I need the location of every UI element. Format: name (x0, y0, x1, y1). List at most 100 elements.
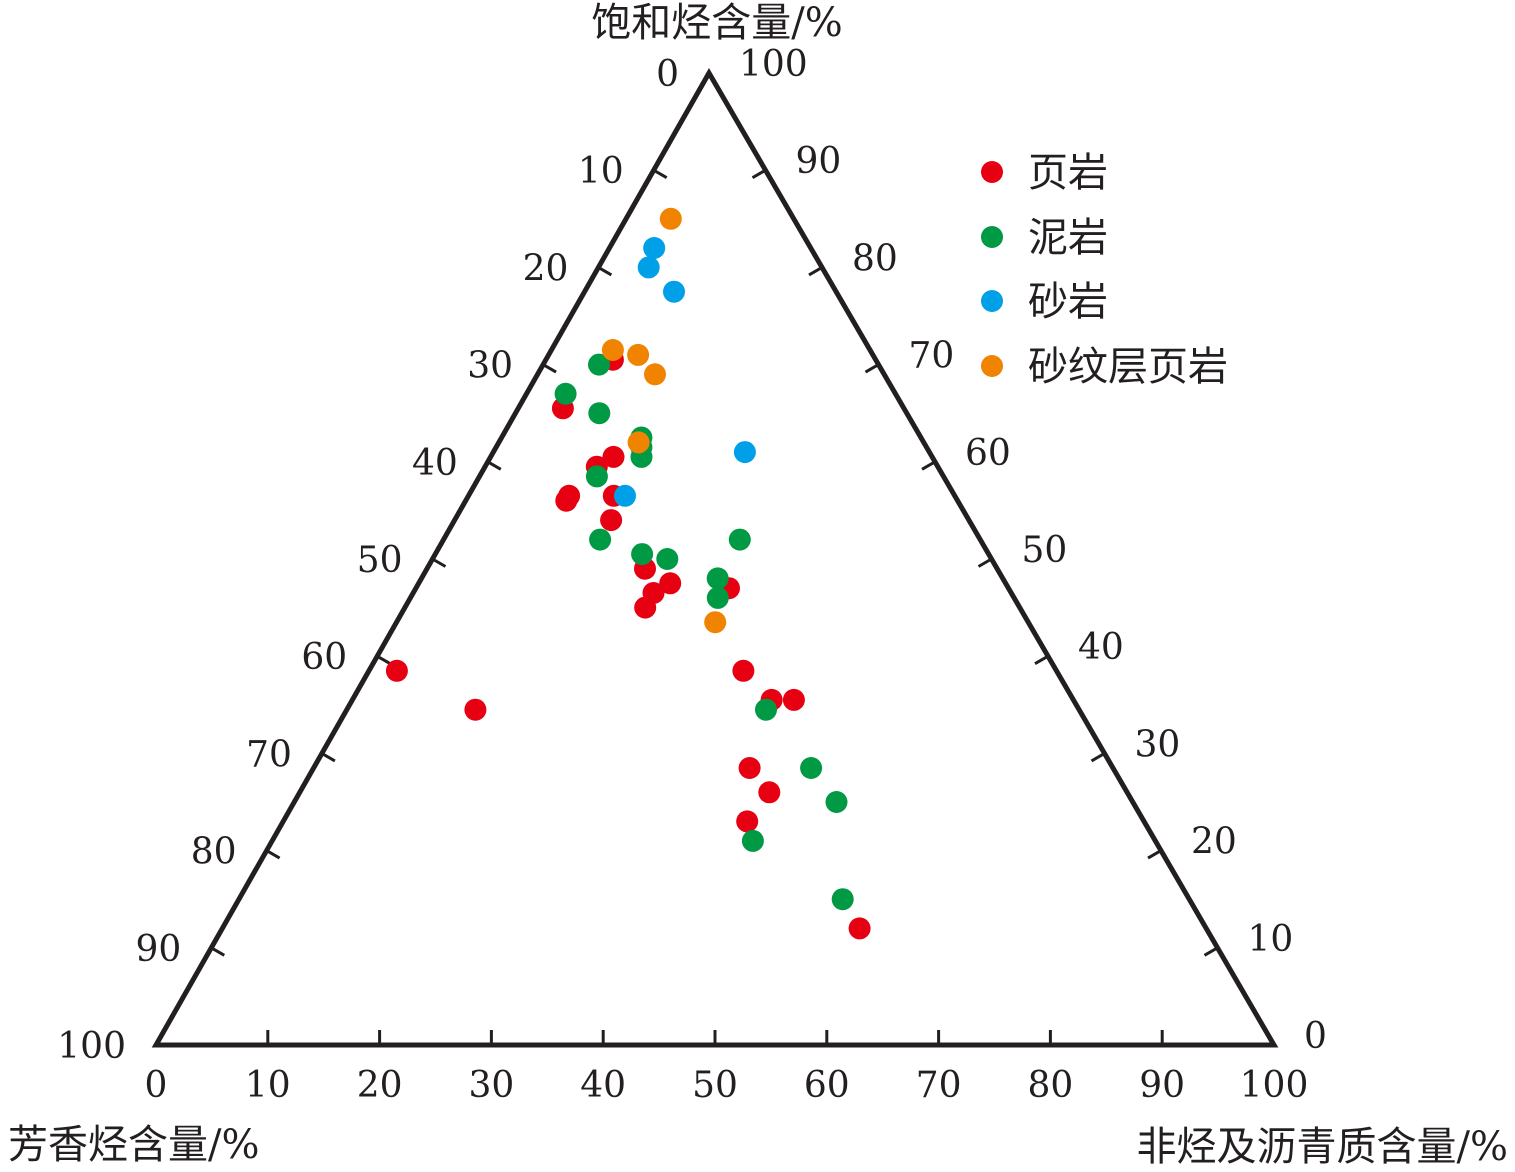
data-point (464, 698, 487, 721)
tick-label-left: 100 (57, 1026, 126, 1067)
data-point (627, 431, 650, 454)
data-point (800, 757, 823, 779)
data-point (385, 659, 408, 682)
legend-marker (981, 226, 1003, 248)
tick-label-right: 50 (1022, 530, 1068, 571)
data-point (706, 567, 729, 590)
legend-marker (981, 355, 1003, 377)
tick-right (1090, 752, 1106, 763)
tick-right (977, 557, 993, 568)
tick-label-bottom: 70 (916, 1065, 962, 1106)
tick-left (321, 752, 336, 763)
data-point (631, 543, 654, 566)
tick-right (1147, 849, 1162, 860)
axis-title-left: 芳香烃含量/% (8, 1122, 259, 1168)
data-point (733, 441, 756, 464)
tick-label-right: 20 (1191, 822, 1237, 863)
data-point (736, 810, 759, 833)
data-points (385, 207, 871, 940)
data-point (558, 484, 581, 507)
data-point (614, 484, 636, 507)
data-point (585, 465, 608, 488)
tick-label-bottom: 100 (1240, 1065, 1309, 1106)
tick-labels: 0 0 0 10 10 10 20 20 20 30 30 30 40 40 40 50 50 50 60 60 60 7… (57, 44, 1327, 1106)
tick-label-bottom: 50 (692, 1065, 738, 1106)
tick-label-right: 80 (852, 238, 898, 279)
tick-label-left: 50 (357, 540, 403, 581)
legend-marker (981, 161, 1003, 183)
legend-item: 砂纹层页岩 (981, 344, 1228, 390)
tick-label-right: 60 (965, 433, 1011, 474)
tick-label-bottom: 40 (580, 1065, 626, 1106)
tick-label-bottom: 60 (804, 1065, 850, 1106)
data-point (728, 528, 751, 551)
tick-label-bottom: 20 (357, 1065, 403, 1106)
tick-label-left: 60 (301, 637, 347, 678)
tick-label-right: 100 (739, 44, 808, 85)
data-point (704, 611, 727, 634)
data-point (825, 791, 848, 813)
data-point (644, 363, 666, 386)
tick-left (597, 266, 613, 277)
tick-label-right: 0 (1304, 1016, 1327, 1057)
tick-label-bottom: 10 (245, 1065, 291, 1106)
legend: 页岩 泥岩 砂岩 砂纹层页岩 (981, 150, 1228, 390)
data-point (738, 757, 761, 779)
tick-label-left: 30 (467, 346, 513, 387)
data-point (642, 582, 665, 604)
tick-label-bottom: 90 (1139, 1065, 1185, 1106)
tick-left (431, 557, 447, 568)
legend-label: 砂岩 (1028, 279, 1108, 325)
data-point (659, 207, 682, 230)
data-point (588, 402, 611, 425)
tick-label-bottom: 80 (1027, 1065, 1073, 1106)
axis-title-top: 饱和烃含量/% (591, 0, 842, 46)
tick-left (376, 654, 391, 665)
axis-title-right: 非烃及沥青质含量/% (1137, 1124, 1508, 1170)
data-point (706, 586, 729, 609)
tick-left (265, 849, 281, 860)
data-point (758, 781, 781, 804)
tick-label-right: 90 (796, 141, 842, 182)
tick-right (751, 168, 767, 179)
tick-right (808, 266, 823, 277)
legend-label: 页岩 (1028, 150, 1108, 196)
data-point (601, 339, 624, 361)
tick-label-left: 80 (191, 832, 237, 873)
data-point (600, 509, 623, 532)
tick-right (864, 363, 880, 374)
data-point (755, 698, 777, 721)
legend-item: 泥岩 (981, 215, 1108, 261)
tick-label-left: 40 (412, 443, 458, 484)
tick-label-left: 10 (578, 151, 624, 192)
data-point (643, 237, 666, 259)
tick-right (1034, 654, 1049, 665)
data-point (656, 548, 679, 570)
tick-label-left: 70 (246, 734, 292, 775)
legend-marker (981, 290, 1003, 312)
tick-left (542, 363, 557, 374)
data-point (637, 256, 660, 279)
tick-label-right: 70 (909, 336, 955, 377)
legend-label: 泥岩 (1028, 215, 1108, 261)
data-point (589, 528, 612, 551)
tick-left (652, 168, 668, 179)
tick-label-right: 40 (1078, 627, 1124, 668)
data-point (741, 829, 764, 852)
tick-label-left: 90 (135, 929, 181, 970)
tick-label-left: 20 (523, 248, 569, 289)
tick-marks (210, 168, 1219, 1045)
data-point (782, 688, 805, 711)
data-point (848, 917, 871, 940)
data-point (659, 572, 682, 595)
legend-item: 砂岩 (981, 279, 1108, 325)
tick-left (487, 460, 502, 471)
data-point (602, 445, 625, 468)
data-point (663, 280, 685, 303)
data-point (831, 888, 854, 911)
tick-label-bottom: 30 (468, 1065, 514, 1106)
data-point (554, 382, 577, 405)
tick-left (210, 946, 226, 957)
legend-label: 砂纹层页岩 (1028, 344, 1228, 390)
